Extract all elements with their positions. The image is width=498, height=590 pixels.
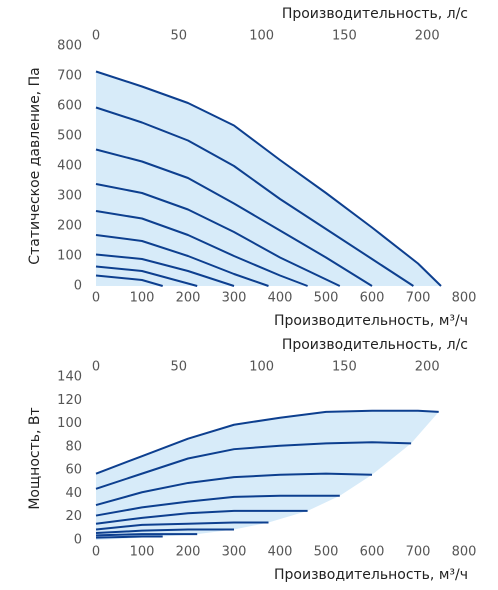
y-tick-label: 0: [74, 533, 82, 548]
y-tick-label: 140: [57, 370, 82, 385]
curve: [95, 274, 163, 287]
curve: [95, 521, 269, 531]
x-tick-label: 300: [222, 291, 247, 306]
x-tick-label: 0: [92, 545, 100, 560]
curve: [95, 265, 198, 287]
y-tick-label: 400: [57, 159, 82, 174]
x2-tick-label: 200: [415, 29, 440, 44]
curve: [95, 509, 308, 525]
x2-axis-title: Производительность, л/с: [282, 337, 468, 353]
y-tick-label: 80: [65, 439, 82, 454]
curve: [95, 472, 373, 507]
x-tick-label: 600: [360, 291, 385, 306]
x2-axis-title: Производительность, л/с: [282, 6, 468, 22]
curve: [95, 528, 234, 535]
y-axis-title: Мощность, Вт: [27, 407, 43, 509]
operating-area: [96, 71, 441, 286]
curve: [95, 106, 414, 287]
y-tick-label: 40: [65, 486, 82, 501]
y-tick-label: 600: [57, 99, 82, 114]
x-tick-label: 300: [222, 545, 247, 560]
x-tick-label: 400: [268, 291, 293, 306]
curve: [95, 234, 269, 287]
x-tick-label: 200: [176, 545, 201, 560]
x2-tick-label: 150: [332, 360, 357, 375]
y-tick-label: 100: [57, 249, 82, 264]
x-tick-label: 100: [130, 545, 155, 560]
y-tick-label: 120: [57, 393, 82, 408]
x2-tick-label: 100: [249, 360, 274, 375]
x2-tick-label: 50: [171, 360, 188, 375]
x-tick-label: 0: [92, 291, 100, 306]
y-tick-label: 200: [57, 219, 82, 234]
y-tick-label: 0: [74, 279, 82, 294]
y-tick-label: 500: [57, 129, 82, 144]
x2-tick-label: 0: [92, 360, 100, 375]
x-tick-label: 400: [268, 545, 293, 560]
x2-tick-label: 50: [171, 29, 188, 44]
y-tick-label: 800: [57, 39, 82, 54]
curve: [95, 183, 341, 287]
x-tick-label: 800: [452, 545, 477, 560]
y-tick-label: 300: [57, 189, 82, 204]
curve: [95, 494, 340, 517]
x-axis-title: Производительность, м³/ч: [274, 313, 468, 329]
x2-tick-label: 150: [332, 29, 357, 44]
x2-tick-label: 100: [249, 29, 274, 44]
y-tick-label: 700: [57, 69, 82, 84]
x-axis-title: Производительность, м³/ч: [274, 567, 468, 583]
curve: [95, 533, 198, 537]
y-tick-label: 100: [57, 416, 82, 431]
x-tick-label: 600: [360, 545, 385, 560]
curve: [95, 409, 439, 475]
x-tick-label: 200: [176, 291, 201, 306]
y-tick-label: 60: [65, 463, 82, 478]
x-tick-label: 100: [130, 291, 155, 306]
x-tick-label: 500: [314, 545, 339, 560]
curve: [95, 70, 442, 287]
curve: [95, 441, 412, 490]
x-tick-label: 500: [314, 291, 339, 306]
curve: [95, 535, 163, 539]
y-axis-title: Статическое давление, Па: [27, 67, 43, 264]
x-tick-label: 800: [452, 291, 477, 306]
curve: [95, 210, 308, 287]
curve: [95, 253, 235, 287]
x2-tick-label: 0: [92, 29, 100, 44]
x-tick-label: 700: [406, 291, 431, 306]
x-tick-label: 700: [406, 545, 431, 560]
y-tick-label: 20: [65, 509, 82, 524]
curve: [95, 148, 373, 287]
x2-tick-label: 200: [415, 360, 440, 375]
